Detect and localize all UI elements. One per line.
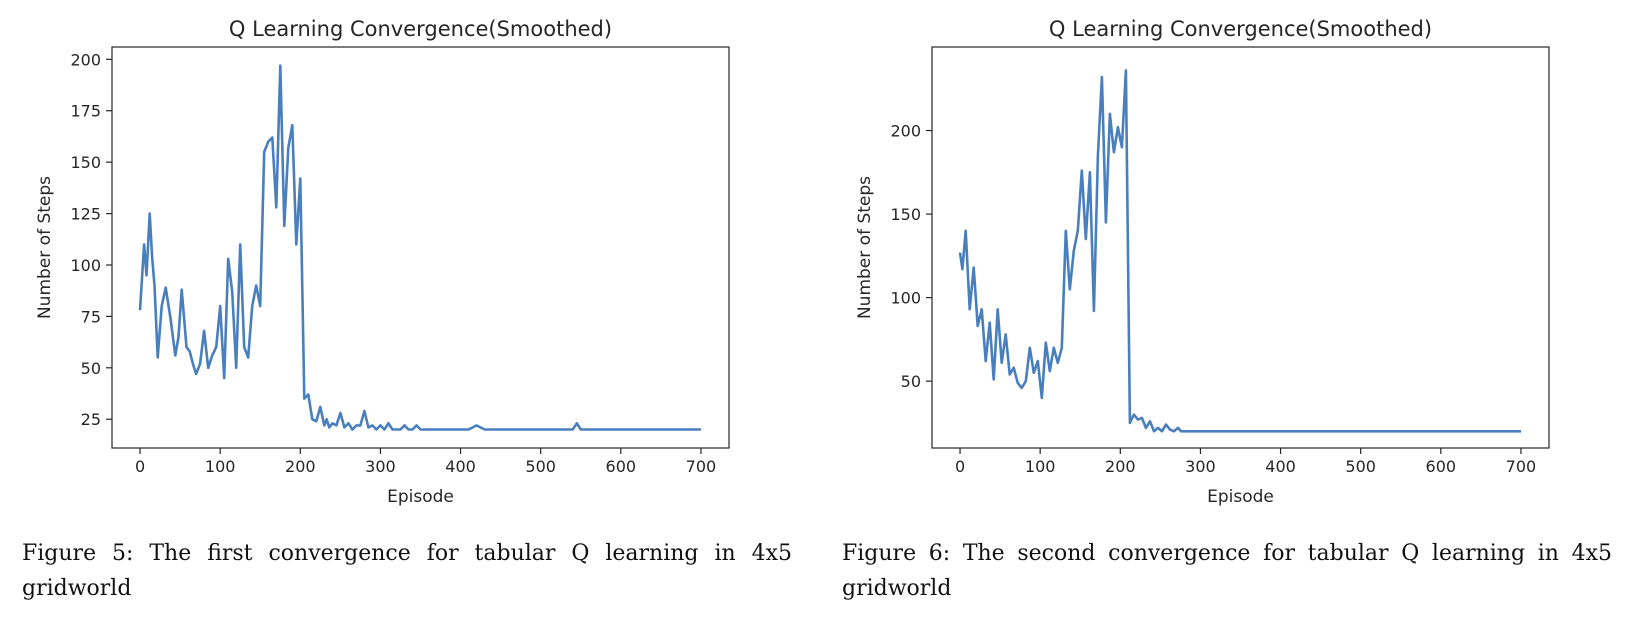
chart1-x-tick-label-500: 500 [1345, 457, 1376, 476]
chart1-y-tick-label-100: 100 [890, 289, 921, 308]
chart0-x-tick-label-700: 700 [686, 457, 717, 476]
figure-5-caption: Figure 5: The first convergence for tabu… [22, 541, 792, 601]
chart0-x-axis-label: Episode [387, 487, 454, 507]
chart1-x-tick-label-700: 700 [1506, 457, 1537, 476]
chart0-y-tick-label-175: 175 [70, 102, 101, 121]
chart-figure-5: Q Learning Convergence(Smoothed) 0 100 200 3… [35, 17, 730, 507]
chart1-series-line-0 [958, 69, 1521, 433]
chart-figure-6: Q Learning Convergence(Smoothed) 0 100 200 3… [855, 17, 1550, 507]
figure-6-caption: Figure 6: The second convergence for tab… [842, 541, 1612, 601]
chart0-y-tick-label-50: 50 [81, 359, 101, 378]
chart0-x-tick-label-600: 600 [606, 457, 637, 476]
chart1-y-tick-label-200: 200 [890, 122, 921, 141]
chart1-x-tick-label-300: 300 [1185, 457, 1216, 476]
chart1-x-tick-label-200: 200 [1105, 457, 1136, 476]
chart1-y-tick-label-150: 150 [890, 205, 921, 224]
chart0-y-tick-label-75: 75 [81, 307, 101, 326]
chart1-title: Q Learning Convergence(Smoothed) [1049, 17, 1432, 41]
chart0-x-tick-label-0: 0 [135, 457, 145, 476]
chart0-y-tick-label-125: 125 [70, 205, 101, 224]
chart0-y-tick-label-100: 100 [70, 256, 101, 275]
chart0-x-tick-label-100: 100 [205, 457, 236, 476]
chart0-y-tick-label-25: 25 [81, 410, 101, 429]
chart1-x-tick-label-400: 400 [1265, 457, 1296, 476]
chart1-x-axis-label: Episode [1207, 487, 1274, 507]
chart0-x-tick-label-400: 400 [445, 457, 476, 476]
chart1-x-tick-label-100: 100 [1025, 457, 1056, 476]
chart0-title: Q Learning Convergence(Smoothed) [229, 17, 612, 41]
chart0-x-tick-label-300: 300 [365, 457, 396, 476]
chart1-y-axis-label: Number of Steps [855, 176, 875, 319]
chart1-x-tick-label-600: 600 [1426, 457, 1457, 476]
chart1-x-tick-label-0: 0 [955, 457, 965, 476]
chart1-plot-frame [931, 46, 1550, 449]
figure-6: Q Learning Convergence(Smoothed) 0 100 200 3… [820, 0, 1632, 626]
chart0-y-tick-label-150: 150 [70, 153, 101, 172]
chart0-series-line-0 [138, 64, 701, 431]
chart0-plot-frame [111, 46, 730, 449]
chart0-y-axis-label: Number of Steps [35, 176, 55, 319]
chart0-x-tick-label-200: 200 [285, 457, 316, 476]
figure-5: Q Learning Convergence(Smoothed) 0 100 200 3… [22, 17, 792, 601]
chart0-y-tick-label-200: 200 [70, 50, 101, 69]
chart1-y-tick-label-50: 50 [901, 372, 921, 391]
chart0-x-tick-label-500: 500 [525, 457, 556, 476]
